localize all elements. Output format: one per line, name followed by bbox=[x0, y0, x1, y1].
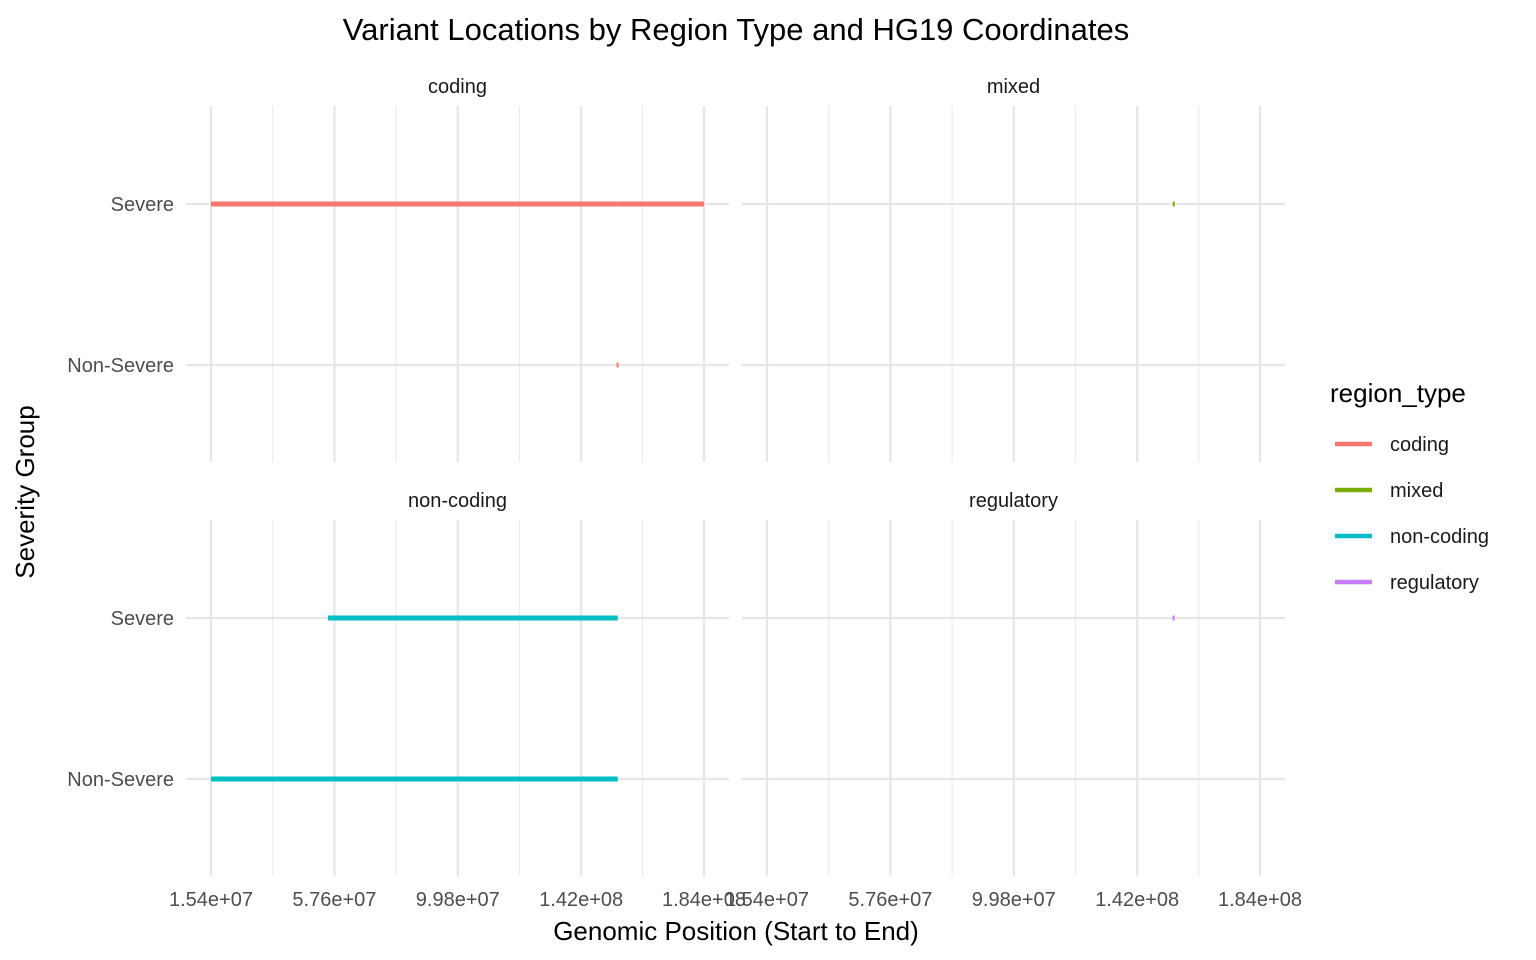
y-tick-label: Non-Severe bbox=[67, 355, 174, 377]
y-tick-label: Non-Severe bbox=[67, 769, 174, 791]
x-tick-label: 1.84e+08 bbox=[662, 889, 746, 911]
x-tick-label: 1.42e+08 bbox=[539, 889, 623, 911]
facet-label: mixed bbox=[987, 76, 1040, 98]
legend-label-regulatory: regulatory bbox=[1390, 572, 1479, 594]
panel-non-coding: non-coding Severe Non-Severe 1.54e+07 5.76e+… bbox=[67, 490, 746, 911]
facet-label: coding bbox=[428, 76, 487, 98]
x-axis-title: Genomic Position (Start to End) bbox=[553, 916, 919, 946]
x-tick-label: 9.98e+07 bbox=[972, 889, 1056, 911]
facet-label: regulatory bbox=[969, 490, 1058, 512]
x-tick-label: 1.54e+07 bbox=[725, 889, 809, 911]
y-tick-label: Severe bbox=[111, 194, 174, 216]
x-tick-label: 1.84e+08 bbox=[1218, 889, 1302, 911]
facet-label: non-coding bbox=[408, 490, 507, 512]
x-tick-label: 5.76e+07 bbox=[292, 889, 376, 911]
legend-label-non-coding: non-coding bbox=[1390, 526, 1489, 548]
x-tick-label: 1.42e+08 bbox=[1095, 889, 1179, 911]
legend-label-mixed: mixed bbox=[1390, 480, 1443, 502]
x-tick-label: 5.76e+07 bbox=[848, 889, 932, 911]
panel-regulatory: regulatory 1.54e+07 5.76e+07 9.98e+07 1.42e+… bbox=[725, 490, 1302, 911]
x-tick-label: 9.98e+07 bbox=[416, 889, 500, 911]
legend-label-coding: coding bbox=[1390, 434, 1449, 456]
panels: coding Severe Non-Severe mixed non-coding Sev… bbox=[67, 76, 1302, 911]
x-tick-label: 1.54e+07 bbox=[169, 889, 253, 911]
panel-coding: coding Severe Non-Severe bbox=[67, 76, 729, 462]
chart-title: Variant Locations by Region Type and HG1… bbox=[343, 12, 1129, 47]
y-tick-label: Severe bbox=[111, 608, 174, 630]
legend-title: region_type bbox=[1330, 378, 1466, 408]
panel-mixed: mixed bbox=[742, 76, 1285, 462]
legend: region_type coding mixed non-coding regulat… bbox=[1330, 378, 1489, 594]
y-axis-title: Severity Group bbox=[10, 405, 40, 578]
